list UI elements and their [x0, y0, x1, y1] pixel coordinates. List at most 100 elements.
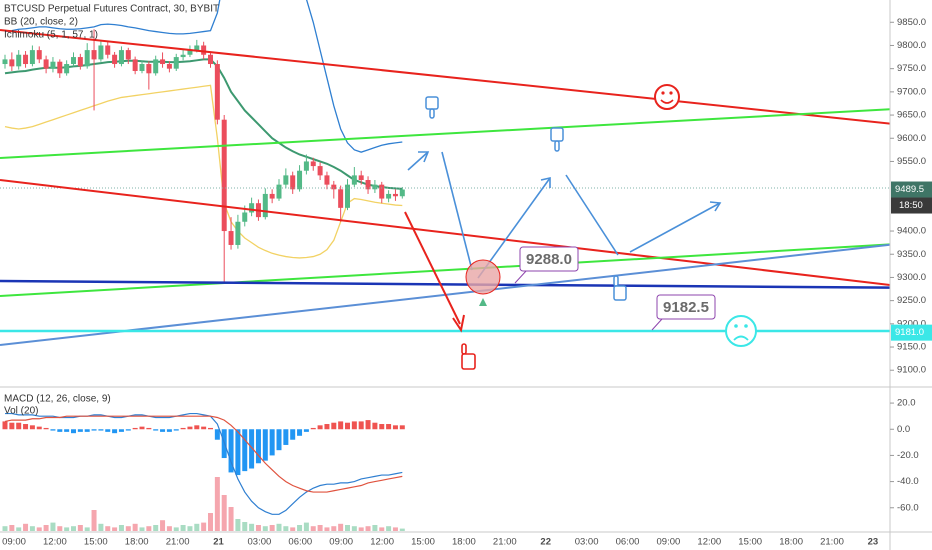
macd-histogram-bar	[372, 422, 378, 430]
x-tick-label: 18:00	[452, 537, 476, 548]
level-tag	[891, 324, 932, 341]
macd-histogram-bar	[242, 429, 248, 472]
volume-bar	[276, 523, 282, 531]
candle-body	[16, 54, 22, 67]
candle-body	[2, 59, 8, 65]
volume-bar	[399, 528, 405, 531]
candle-body	[194, 45, 200, 51]
x-tick-label: 21	[213, 537, 224, 548]
volume-bar	[64, 527, 70, 531]
macd-line	[4, 415, 403, 493]
macd-histogram-bar	[228, 429, 234, 473]
candle-body	[71, 57, 76, 65]
volume-bar	[290, 527, 296, 531]
candle-body	[221, 119, 227, 232]
hand-icon	[461, 343, 476, 370]
volume-bar	[125, 526, 131, 531]
price-note	[656, 294, 716, 320]
macd-histogram-bar	[379, 424, 385, 430]
macd-histogram-bar	[9, 422, 15, 430]
macd-histogram-bar	[91, 429, 97, 431]
macd-histogram-bar	[249, 429, 255, 469]
volume-bar	[187, 526, 193, 531]
x-tick-label: 06:00	[288, 537, 312, 548]
candle-body	[372, 184, 378, 190]
y-tick-label: 9700.0	[897, 86, 926, 97]
volume-bar	[71, 526, 76, 531]
macd-histogram-bar	[180, 427, 186, 430]
volume-bar	[351, 526, 357, 531]
macd-histogram-bar	[194, 425, 200, 430]
macd-histogram-bar	[146, 427, 152, 430]
candle-body	[276, 184, 282, 199]
volume-bar	[221, 495, 227, 531]
volume-bar	[98, 523, 104, 531]
candle-body	[235, 221, 241, 245]
macd-histogram-bar	[345, 422, 350, 430]
volume-bar	[269, 525, 275, 531]
y-tick-label: 20.0	[897, 398, 916, 409]
candle-body	[9, 59, 15, 67]
candle-body	[297, 170, 303, 190]
y-tick-label: 9850.0	[897, 17, 926, 28]
volume-bar	[160, 520, 166, 531]
macd-histogram-bar	[324, 424, 330, 430]
y-tick-label: 9350.0	[897, 249, 926, 260]
macd-histogram-bar	[351, 421, 357, 430]
candle-body	[358, 175, 364, 181]
trend-line	[0, 108, 890, 159]
candle-body	[166, 64, 172, 69]
candle-body	[64, 64, 70, 74]
candle-body	[208, 54, 213, 65]
arrowhead	[452, 314, 465, 333]
macd-histogram-bar	[297, 429, 303, 436]
x-tick-label: 18:00	[779, 537, 803, 548]
macd-histogram-bar	[57, 429, 63, 432]
indicator-label: Vol (20)	[4, 406, 38, 417]
pointer	[651, 318, 663, 331]
volume-bar	[283, 526, 289, 531]
macd-histogram-bar	[98, 429, 104, 431]
candle-body	[386, 193, 392, 199]
indicator-label: MACD (12, 26, close, 9)	[4, 394, 111, 405]
candle-body	[43, 59, 49, 69]
volume-bar	[379, 527, 385, 531]
volume-bar	[23, 523, 29, 531]
macd-histogram-bar	[255, 429, 261, 464]
volume-bar	[208, 513, 213, 531]
macd-histogram-bar	[214, 429, 220, 440]
macd-histogram-bar	[64, 429, 70, 432]
x-tick-label: 23	[868, 537, 879, 548]
candle-body	[146, 64, 152, 74]
drawings: 9288.0 9182.5	[0, 29, 890, 370]
y-tick-label: -40.0	[897, 476, 919, 487]
candle-body	[283, 175, 289, 185]
candle-body	[249, 203, 255, 213]
price-note	[519, 246, 579, 272]
indicator-line	[4, 84, 403, 259]
macd-histogram-bar	[269, 429, 275, 456]
volume-bar	[43, 525, 49, 531]
candle-body	[242, 212, 248, 222]
candle-body	[50, 61, 56, 69]
volume-bar	[228, 507, 234, 531]
volume-bar	[358, 527, 364, 531]
axes: 9850.0 9800.0 9750.0 9700.0 9650.0 9600.0 9550…	[2, 17, 932, 548]
x-tick-label: 12:00	[43, 537, 67, 548]
countdown-tag	[891, 197, 932, 214]
candle-body	[399, 189, 405, 197]
macd-histogram-bar	[125, 429, 131, 431]
macd-histogram-bar	[331, 422, 337, 430]
price-tag	[891, 181, 932, 198]
macd-histogram-bar	[112, 429, 118, 434]
volume-bar	[84, 527, 90, 531]
trend-line	[0, 179, 890, 287]
macd-histogram-bar	[153, 429, 159, 431]
volume-bar	[338, 523, 344, 531]
candle-body	[214, 64, 220, 120]
x-tick-label: 09:00	[329, 537, 353, 548]
candle-body	[98, 45, 104, 60]
macd-histogram-bar	[16, 422, 22, 430]
candle-body	[57, 61, 63, 74]
volume-bar	[105, 526, 111, 531]
